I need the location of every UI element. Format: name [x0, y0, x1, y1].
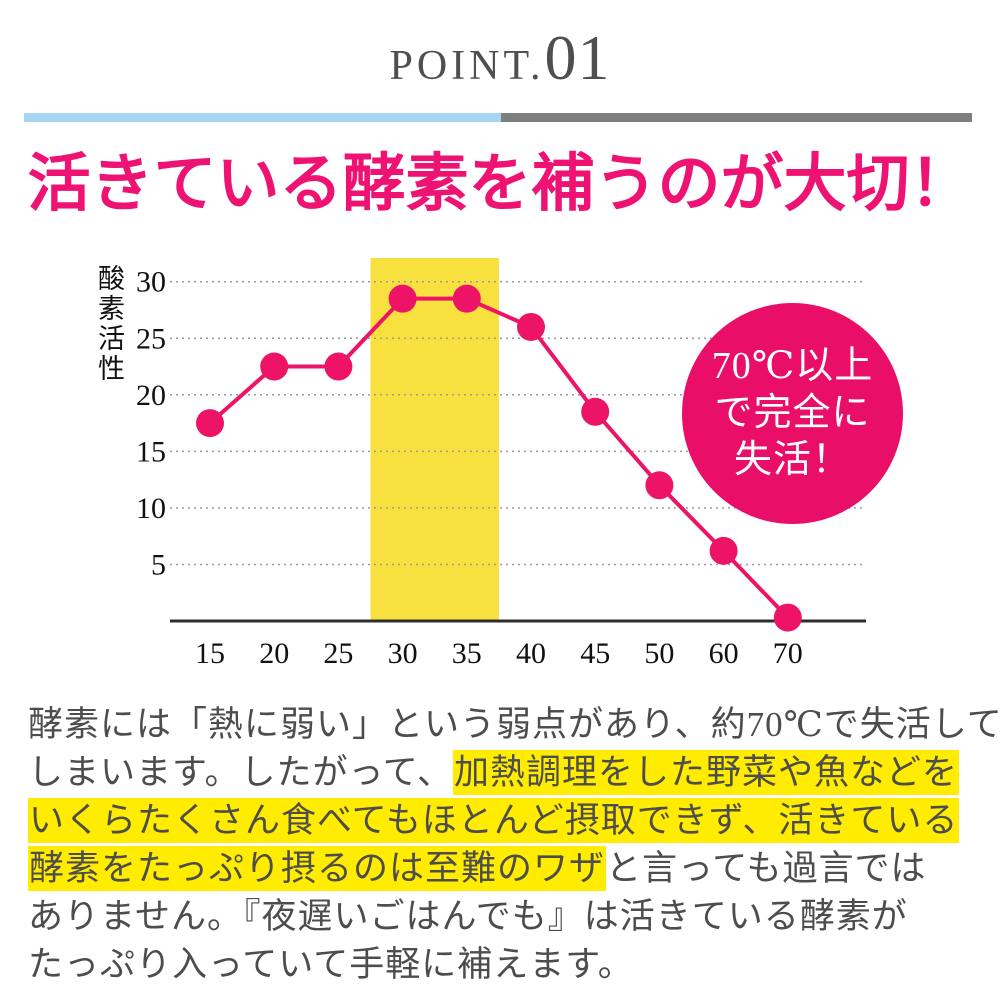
x-tick-label: 60: [709, 637, 739, 670]
badge-line: 70℃以上: [711, 345, 874, 387]
data-point: [645, 471, 674, 500]
paragraph-line: ありません。『夜遅いごはんでも』は活きている酵素が: [28, 893, 986, 941]
x-tick-label: 35: [452, 637, 482, 670]
badge-line: で完全に: [714, 392, 871, 434]
data-point: [196, 409, 224, 438]
y-tick-label: 15: [136, 435, 166, 468]
y-axis-label: 酸素活性: [94, 264, 124, 384]
data-point: [324, 352, 353, 381]
x-tick-label: 40: [516, 637, 546, 670]
section-divider: [24, 113, 972, 122]
data-point: [260, 352, 289, 381]
headline: 活きている酵素を補うのが大切！: [27, 149, 973, 219]
data-point: [452, 284, 481, 313]
point-label: POINT.: [389, 43, 545, 89]
paragraph-segment: ありません。『夜遅いごはんでも』は活きている酵素が: [28, 897, 908, 936]
data-point: [773, 603, 802, 632]
paragraph-line: 酵素をたっぷり摂るのは至難のワザと言っても過言では: [28, 845, 986, 893]
data-point: [517, 312, 545, 341]
paragraph-segment-highlighted: いくらたくさん食べてもほとんど摂取できず、活きている: [28, 798, 960, 843]
x-tick-label: 15: [195, 637, 225, 670]
deactivation-badge: 70℃以上 で完全に 失活！: [682, 303, 903, 524]
activity-line: [208, 296, 790, 619]
y-tick-label: 20: [136, 379, 166, 412]
divider-blue-segment: [24, 113, 501, 122]
optimal-range-band: [370, 258, 499, 621]
paragraph-line: いくらたくさん食べてもほとんど摂取できず、活きている: [28, 797, 986, 845]
paragraph-segment: しまいます。したがって、: [28, 753, 454, 792]
data-point: [388, 284, 417, 313]
data-point: [709, 536, 738, 565]
badge-line: 失活！: [733, 439, 851, 481]
paragraph-segment-highlighted: 酵素をたっぷり摂るのは至難のワザ: [28, 846, 607, 891]
paragraph-line: しまいます。したがって、加熱調理をした野菜や魚などを: [28, 749, 986, 797]
x-tick-label: 20: [259, 637, 289, 670]
paragraph-line: 酵素には「熱に弱い」という弱点があり、約70℃で失活して: [28, 701, 1000, 749]
y-tick-label: 5: [151, 548, 166, 581]
paragraph-segment: たっぷり入っていて手軽に補えます。: [28, 945, 634, 984]
y-tick-label: 10: [136, 492, 166, 525]
paragraph-segment: 酵素には「熱に弱い」という弱点があり、約70℃で失活して: [28, 705, 1000, 744]
x-tick-label: 30: [388, 637, 418, 670]
divider-gray-segment: [501, 113, 972, 122]
paragraph-line: たっぷり入っていて手軽に補えます。: [28, 941, 986, 989]
point-header: POINT.01: [0, 26, 1000, 90]
point-number: 01: [544, 22, 611, 93]
paragraph-segment: と言っても過言では: [606, 849, 927, 888]
paragraph-segment-highlighted: 加熱調理をした野菜や魚などを: [453, 750, 960, 795]
data-point: [581, 397, 610, 426]
x-tick-label: 70: [773, 637, 803, 670]
body-paragraph: 酵素には「熱に弱い」という弱点があり、約70℃で失活して しまいます。したがって…: [28, 701, 1000, 989]
x-tick-label: 25: [323, 637, 353, 670]
y-tick-label: 25: [136, 322, 166, 355]
x-tick-label: 45: [580, 637, 610, 670]
y-tick-label: 30: [136, 266, 166, 299]
enzyme-activity-chart: 5 10 15 20 25 30 15 20 25 30 35 40 45 50 60 70: [136, 258, 866, 670]
x-tick-label: 50: [644, 637, 674, 670]
